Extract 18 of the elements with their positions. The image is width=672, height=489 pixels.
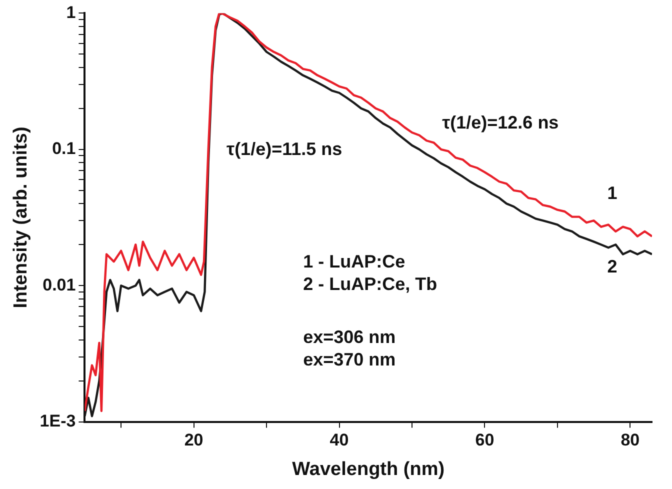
y-tick-label: 0.01: [42, 275, 76, 294]
annotation: ex=306 nm: [303, 327, 396, 348]
x-tick-label: 60: [475, 430, 494, 450]
x-tick-label: 80: [620, 430, 640, 450]
x-tick-label: 20: [184, 430, 204, 450]
annotation: τ(1/e)=11.5 ns: [226, 139, 342, 160]
y-tick-label: 1E-3: [40, 411, 76, 430]
annotation: 2 - LuAP:Ce, Tb: [303, 274, 438, 294]
annotation: τ(1/e)=12.6 ns: [442, 112, 559, 132]
y-tick-label: 1: [66, 2, 76, 22]
annotation: ex=370 nm: [303, 349, 396, 370]
annotation: 2: [607, 256, 618, 277]
x-tick-label: 40: [330, 430, 349, 450]
y-tick-label: 0.1: [52, 139, 76, 158]
y-axis-title: Intensity (arb. units): [10, 126, 32, 308]
annotation: 1 - LuAP:Ce: [303, 251, 406, 272]
x-axis-title: Wavelength (nm): [292, 458, 445, 480]
annotation: 1: [607, 183, 618, 204]
